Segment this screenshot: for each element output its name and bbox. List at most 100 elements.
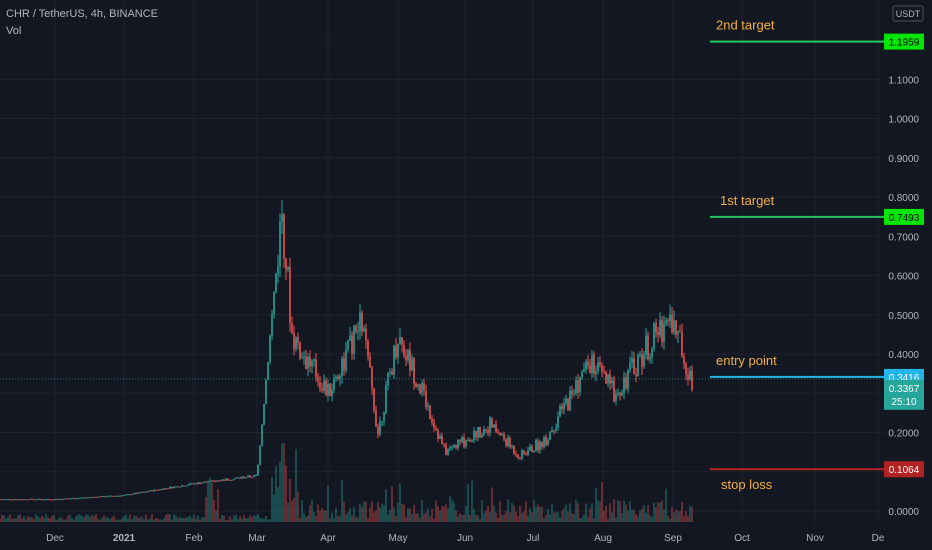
volume-bar [171,519,173,522]
volume-bar [465,505,467,522]
candle-body [25,499,27,501]
candle-body [637,354,639,377]
volume-bar [309,505,311,522]
currency-badge: USDT [892,5,924,22]
level-price-tag [884,461,924,478]
candle-body [237,477,239,479]
candle-body [471,440,473,442]
candle-body [129,494,131,496]
volume-bar [195,518,197,522]
candle-body [329,383,331,397]
volume-bar [205,496,207,522]
volume-bar [185,517,187,522]
candle-body [275,273,277,292]
time-tick-label: De [872,533,885,544]
candle-body [639,354,641,356]
volume-bar [75,516,77,522]
candle-body [141,491,143,493]
time-axis[interactable]: Dec 2021 Feb Mar Apr May Jun Jul Aug Sep Oct Nov De [46,533,885,544]
candle-body [507,437,509,447]
volume-bar [83,517,85,522]
time-tick-label: Sep [664,533,682,544]
volume-bar [329,518,331,522]
volume-bar [297,491,299,522]
time-tick-label: Nov [806,533,824,544]
volume-bar [211,482,213,522]
volume-bar [431,508,433,522]
volume-bar [443,506,445,522]
volume-bar [507,499,509,522]
candle-body [75,498,77,500]
volume-bar [295,448,297,522]
volume-bar [539,506,541,522]
candle-body [619,393,621,396]
volume-bar [15,518,17,522]
price-tick-label: 0.0000 [888,507,919,518]
volume-bar [149,518,151,522]
volume-bar [639,510,641,522]
candle-body [131,494,133,496]
candle-body [317,377,319,382]
volume-bar [463,514,465,522]
price-axis[interactable]: 0.00000.10000.20000.30000.40000.50000.60… [888,5,924,518]
candle-body [569,390,571,411]
candle-body [49,499,51,501]
candle-body [125,494,127,496]
volume-bar [57,519,59,522]
volume-bar [401,503,403,522]
candle-body [257,464,259,476]
volume-bar [485,510,487,522]
volume-bar [137,517,139,522]
volume-bar [415,513,417,522]
candle-body [267,362,269,380]
volume-bar [285,465,287,522]
volume-bar [369,507,371,522]
candle-body [43,499,45,501]
candle-body [685,363,687,375]
volume-bar [457,516,459,522]
candle-body [1,499,3,501]
candle-body [175,486,177,488]
volume-bar [191,518,193,522]
candle-body [445,444,447,456]
candle-body [669,314,671,322]
volume-bar [201,517,203,522]
volume-bar [19,514,21,522]
volume-bar [131,519,133,522]
candle-body [535,440,537,452]
volume-bar [359,503,361,522]
candle-body [583,369,585,372]
candle-body [61,498,63,500]
volume-bar [645,512,647,522]
volume-bar [35,514,37,522]
volume-bar [453,502,455,522]
volume-bar [157,518,159,522]
volume-bar [471,480,473,522]
price-tick-label: 0.4000 [888,350,919,361]
volume-bar [47,517,49,522]
candle-body [497,432,499,434]
volume-bar [677,511,679,522]
volume-bar [363,501,365,522]
candle-body [633,358,635,375]
volume-bar [5,518,7,522]
volume-bar [649,515,651,522]
candle-body [297,337,299,343]
volume-bars [0,443,693,522]
candle-body [149,490,151,492]
volume-bar [399,483,401,522]
volume-bar [139,517,141,522]
candle-body [541,441,543,448]
candle-body [419,384,421,394]
level-lines: 2nd target 1st target entry point stop loss [710,18,884,492]
candle-body [209,480,211,482]
candle-body [441,435,443,444]
volume-bar [249,515,251,522]
candle-body [0,499,1,501]
volume-bar [685,511,687,522]
volume-bar [291,500,293,522]
candle-body [233,478,235,480]
candle-body [373,388,375,411]
volume-bar [161,519,163,522]
